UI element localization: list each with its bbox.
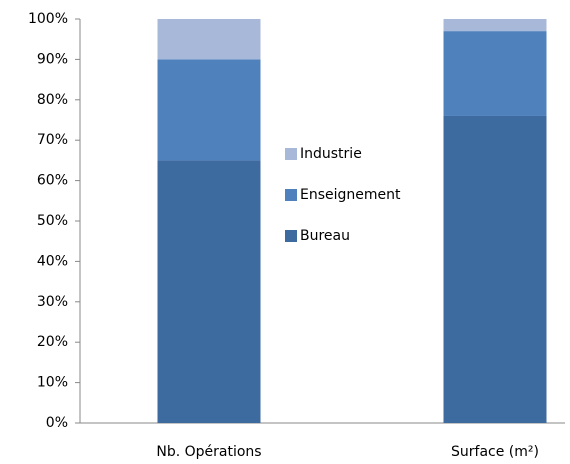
y-tick-label: 0% (46, 415, 68, 431)
legend-swatch (285, 148, 297, 160)
y-tick-label: 70% (37, 132, 68, 148)
legend-label: Industrie (300, 146, 362, 162)
y-tick-label: 80% (37, 92, 68, 108)
bar-segment (157, 160, 261, 423)
bar-segment (157, 19, 261, 60)
x-tick-label: Surface (m²) (451, 444, 539, 460)
y-tick-label: 40% (37, 253, 68, 269)
bar-segment (443, 115, 547, 424)
y-tick-label: 90% (37, 51, 68, 67)
y-tick-label: 20% (37, 334, 68, 350)
y-tick-label: 100% (28, 11, 68, 27)
legend-label: Bureau (300, 228, 350, 244)
legend-swatch (285, 189, 297, 201)
bar-segment (443, 19, 547, 32)
bar-segment (443, 31, 547, 116)
x-tick-label: Nb. Opérations (156, 444, 261, 460)
bar-segment (157, 59, 261, 161)
y-tick-label: 60% (37, 173, 68, 189)
legend-label: Enseignement (300, 187, 401, 203)
y-tick-label: 50% (37, 213, 68, 229)
y-tick-label: 10% (37, 375, 68, 391)
legend-swatch (285, 230, 297, 242)
y-tick-label: 30% (37, 294, 68, 310)
